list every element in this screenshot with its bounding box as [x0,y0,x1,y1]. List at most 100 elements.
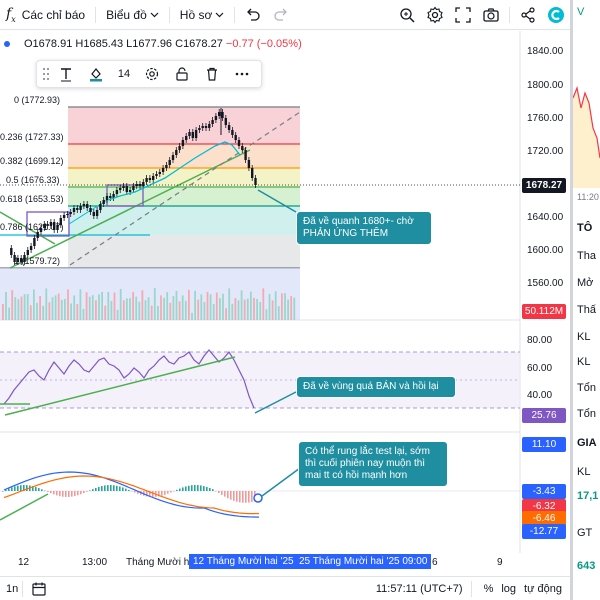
indicators-label: Các chỉ báo [21,7,86,22]
log-toggle[interactable]: log [501,582,517,595]
panel-row: Thấ [577,304,596,316]
macd-histogram-bar [242,491,244,503]
volume-bar [265,309,268,320]
volume-bar [259,302,262,320]
panel-row: Tổn [577,408,596,420]
macd-line[interactable] [3,471,260,518]
volume-bar [219,298,221,320]
share-button[interactable] [514,0,542,30]
rsi-callout[interactable]: Đã về vùng quá BÁN và hồi lại [296,376,456,398]
delete-button[interactable] [197,61,227,87]
toolbar-divider [22,580,24,597]
indicators-button[interactable]: fx Các chỉ báo [0,0,91,30]
toolbar-divider [168,6,170,23]
candle-body [46,224,49,226]
volume-bar [110,301,113,320]
volume-bar [82,308,85,320]
text-tool-button[interactable] [51,61,81,87]
candle-body [224,118,227,125]
volume-bar [271,300,274,320]
current-price-tag: 1678.27 [522,178,566,193]
moving-average-line[interactable] [107,141,241,201]
auto-toggle[interactable]: tự động [524,582,562,595]
volume-bar [246,298,249,320]
undo-icon [247,8,260,21]
volume-bar [160,295,162,320]
candle-body [49,222,53,226]
interval-button[interactable]: 1n [6,582,19,595]
macd-marker[interactable] [253,493,263,503]
macd-histogram-bar [62,491,64,497]
volume-bar [26,294,29,320]
volume-bar [293,297,296,320]
fib-zone [68,107,300,144]
volume-bar [243,299,246,320]
volume-bar [144,300,147,320]
drawing-settings-button[interactable] [137,61,167,87]
fill-color-button[interactable] [81,61,111,87]
more-options-button[interactable] [227,61,257,87]
candle-body [132,186,135,190]
macd-histogram-bar [164,491,166,495]
macd-histogram-bar [26,485,28,491]
toolbar-divider [470,580,472,597]
percent-toggle[interactable]: % [483,582,494,595]
volume-bar [234,298,237,320]
signal-line[interactable] [3,475,260,515]
rsi-trend-line[interactable] [4,356,236,416]
trend-line[interactable] [9,149,251,269]
rsi-tick: 80.00 [527,335,553,346]
fib-level-label: 0.5 (1676.33) [6,175,60,185]
settings-button[interactable] [421,0,449,30]
rsi-value-tag: 25.76 [522,408,566,423]
volume-bar [42,305,45,320]
candle-body [125,186,128,192]
macd-trend-line[interactable] [0,493,49,521]
panel-row: KL [577,356,591,368]
macd-histogram-bar [218,491,220,493]
volume-bar [64,298,66,320]
macd-histogram-bar [215,491,217,492]
panel-row: KL [577,331,591,343]
macd-histogram-bar [245,491,247,503]
candle-body [109,196,112,198]
redo-button[interactable] [267,0,295,30]
candlesticks[interactable] [10,108,257,265]
line-width-value[interactable]: 14 [117,68,131,80]
time-axis[interactable]: 12 13:00 Tháng Mười hai 12 Tháng Mười ha… [0,553,520,573]
trend-line-dashed[interactable] [69,111,301,266]
volume-bar [287,299,289,320]
candle-body [13,255,16,262]
lock-button[interactable] [167,61,197,87]
rsi-line[interactable] [3,349,255,409]
drawing-toolbar: 14 [36,60,262,88]
redo-icon [274,8,288,21]
volume-bar [262,288,265,320]
macd-histogram-bar [65,491,67,497]
chevron-down-icon [150,12,159,17]
candle-body [53,222,56,230]
calendar-icon[interactable] [31,581,47,597]
clock-display[interactable]: 11:57:11 (UTC+7) [375,582,463,595]
price-callout[interactable]: Đã về quanh 1680+- chờ PHẢN ỨNG THÊM [296,211,432,245]
candle-body [20,258,23,262]
volume-bar [206,291,209,320]
macd-histogram-bar [101,486,103,491]
candle-body [201,126,204,128]
chart-type-dropdown[interactable]: Biểu đồ [100,0,165,30]
volume-bar [197,299,200,320]
fullscreen-button[interactable] [449,0,477,30]
status-dot-icon [4,41,10,48]
snapshot-button[interactable] [477,0,505,30]
brand-logo[interactable] [542,0,570,30]
search-button[interactable] [393,0,421,30]
price-chart[interactable] [0,31,570,553]
macd-histogram-bar [176,489,178,491]
undo-button[interactable] [239,0,267,30]
price-tick: 1640.00 [527,212,564,223]
macd-callout[interactable]: Có thể rung lắc test lại, sớm thì cuối p… [298,441,448,487]
volume-bar [175,291,178,320]
profile-dropdown[interactable]: Hồ sơ [174,0,231,30]
drag-handle-icon[interactable] [41,66,51,82]
candle-body [188,132,191,136]
